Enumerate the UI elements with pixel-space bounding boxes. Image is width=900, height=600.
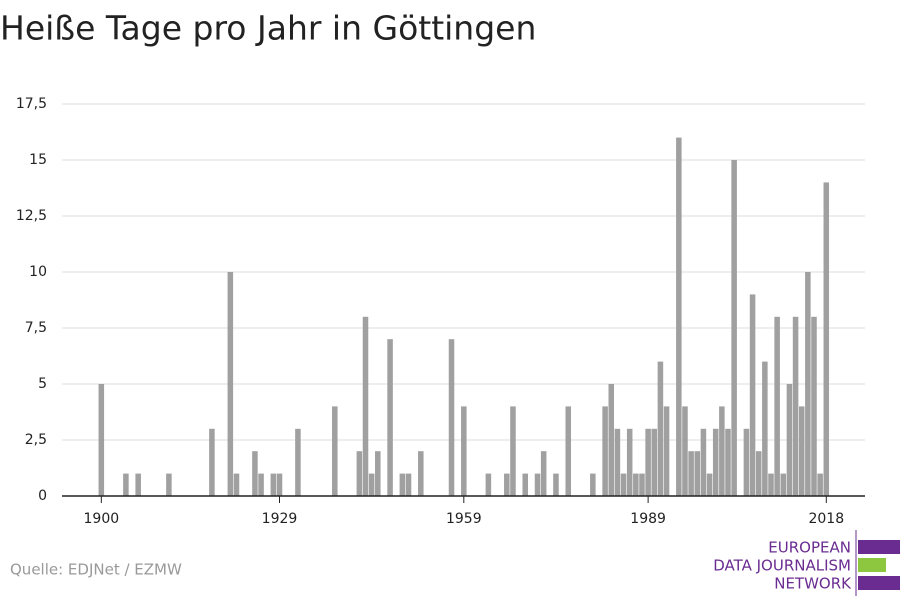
bar [356,451,363,496]
bar [719,406,725,496]
bar [805,272,811,496]
bar [209,428,215,496]
bar [694,451,701,496]
bar [688,451,694,496]
y-tick-label: 15 [29,152,47,168]
bar [614,428,621,496]
x-tick-label: 1989 [630,511,666,527]
bar [792,316,799,496]
bar [448,339,455,496]
bar [731,160,737,496]
x-tick-label: 1959 [446,511,482,527]
bar [362,316,369,496]
logo-bar [858,540,900,554]
bar [817,473,823,496]
bar [608,384,615,496]
bar [798,406,805,496]
bar [233,473,240,496]
logo-bar [858,558,886,572]
bar [375,451,381,496]
bar [651,428,658,496]
bar [626,428,633,496]
bar [405,473,412,496]
bar [743,428,750,496]
bar [368,473,375,496]
bar [565,406,572,496]
x-tick-label: 1929 [262,511,298,527]
bar [540,451,547,496]
y-tick-label: 10 [29,264,47,280]
y-tick-label: 12,5 [16,208,47,224]
y-tick-label: 7,5 [25,320,47,336]
y-tick-label: 0 [38,488,47,504]
bar [663,406,670,496]
bar [276,473,283,496]
bar [645,428,651,496]
y-tick-label: 17,5 [16,96,47,112]
bar [399,473,406,496]
bar [123,473,129,496]
bar [682,406,688,496]
logo-text: DATA JOURNALISM [713,557,851,575]
bar [755,451,762,496]
bar [706,473,713,496]
logo-text: NETWORK [774,575,852,593]
bar [485,473,492,496]
bar [227,272,234,496]
bar [98,384,105,496]
bar [620,473,627,496]
bar [252,451,258,496]
x-tick-label: 2018 [808,511,844,527]
bar [768,473,774,496]
bar [774,316,780,496]
bar [295,428,301,496]
bar [712,428,719,496]
bar [811,316,817,496]
bar [602,406,608,496]
y-tick-label: 5 [38,376,47,392]
bar [258,473,264,496]
bar [639,473,645,496]
bar [418,451,424,496]
bar [510,406,516,496]
source: Quelle: EDJNet / EZMW [10,561,182,579]
bar [725,428,731,496]
bar [633,473,639,496]
bar [166,473,172,496]
bar [700,428,707,496]
bar [657,361,664,496]
bar [135,473,141,496]
bar [762,361,768,496]
bar [553,473,559,496]
x-tick-label: 1900 [84,511,120,527]
logo-bar [858,576,900,590]
bar [749,294,756,496]
bar [332,406,338,496]
chart-title: Heiße Tage pro Jahr in Göttingen [0,9,536,48]
bar [522,473,529,496]
bar [461,406,467,496]
bar [270,473,277,496]
bar [504,473,510,496]
bar [780,473,787,496]
bar [590,473,596,496]
bar [823,182,830,496]
logo-text: EUROPEAN [768,539,851,557]
bar [534,473,541,496]
bar [387,339,393,496]
bar [676,137,682,496]
bar [786,384,793,496]
y-tick-label: 2,5 [25,432,47,448]
